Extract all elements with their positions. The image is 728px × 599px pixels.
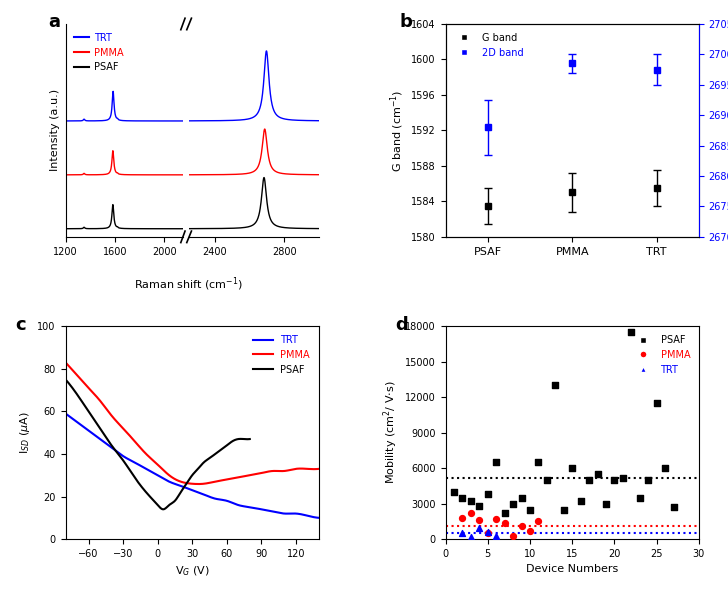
Point bbox=[524, 526, 536, 536]
Point bbox=[456, 528, 468, 538]
Legend: G band, 2D band: G band, 2D band bbox=[451, 29, 527, 62]
Point bbox=[668, 503, 679, 512]
Point bbox=[583, 475, 595, 485]
Point bbox=[660, 464, 671, 473]
Legend: TRT, PMMA, PSAF: TRT, PMMA, PSAF bbox=[250, 331, 314, 379]
Point bbox=[558, 505, 569, 515]
Text: Raman shift (cm$^{-1}$): Raman shift (cm$^{-1}$) bbox=[134, 275, 243, 293]
Point bbox=[499, 518, 510, 527]
Point bbox=[515, 521, 527, 531]
Point bbox=[482, 489, 494, 499]
Y-axis label: Intensity (a.u.): Intensity (a.u.) bbox=[50, 89, 60, 171]
Point bbox=[473, 515, 485, 525]
Point bbox=[448, 487, 460, 497]
Point bbox=[617, 473, 629, 482]
Text: b: b bbox=[400, 13, 413, 31]
Y-axis label: G band (cm$^{-1}$): G band (cm$^{-1}$) bbox=[388, 89, 405, 171]
Point bbox=[456, 513, 468, 522]
Point bbox=[465, 497, 477, 506]
Text: d: d bbox=[395, 316, 408, 334]
Point bbox=[533, 516, 545, 526]
Legend: TRT, PMMA, PSAF: TRT, PMMA, PSAF bbox=[71, 29, 127, 76]
Y-axis label: I$_{SD}$ ($\mu$A): I$_{SD}$ ($\mu$A) bbox=[18, 412, 32, 454]
Point bbox=[473, 501, 485, 511]
Point bbox=[625, 327, 637, 337]
Point bbox=[499, 509, 510, 518]
Point bbox=[634, 493, 646, 503]
Point bbox=[482, 527, 494, 537]
X-axis label: V$_G$ (V): V$_G$ (V) bbox=[175, 564, 210, 578]
Point bbox=[533, 458, 545, 467]
Point bbox=[482, 528, 494, 538]
Point bbox=[550, 380, 561, 390]
X-axis label: Device Numbers: Device Numbers bbox=[526, 564, 618, 574]
Point bbox=[491, 531, 502, 540]
Point bbox=[515, 493, 527, 503]
Point bbox=[575, 497, 587, 506]
Point bbox=[592, 469, 604, 479]
Point bbox=[491, 458, 502, 467]
Y-axis label: Mobility (cm$^2$/ V$\cdot$s): Mobility (cm$^2$/ V$\cdot$s) bbox=[381, 381, 400, 485]
Point bbox=[651, 398, 662, 408]
Point bbox=[465, 532, 477, 541]
Point bbox=[566, 464, 578, 473]
Legend: PSAF, PMMA, TRT: PSAF, PMMA, TRT bbox=[630, 331, 694, 379]
Point bbox=[507, 531, 519, 540]
Point bbox=[507, 499, 519, 509]
Point bbox=[491, 514, 502, 524]
Point bbox=[642, 475, 654, 485]
Point bbox=[456, 493, 468, 503]
Text: a: a bbox=[48, 13, 60, 31]
Point bbox=[609, 475, 620, 485]
Text: c: c bbox=[15, 316, 25, 334]
Point bbox=[465, 509, 477, 518]
Point bbox=[524, 505, 536, 515]
Point bbox=[600, 499, 612, 509]
Point bbox=[541, 475, 553, 485]
Point bbox=[473, 524, 485, 533]
